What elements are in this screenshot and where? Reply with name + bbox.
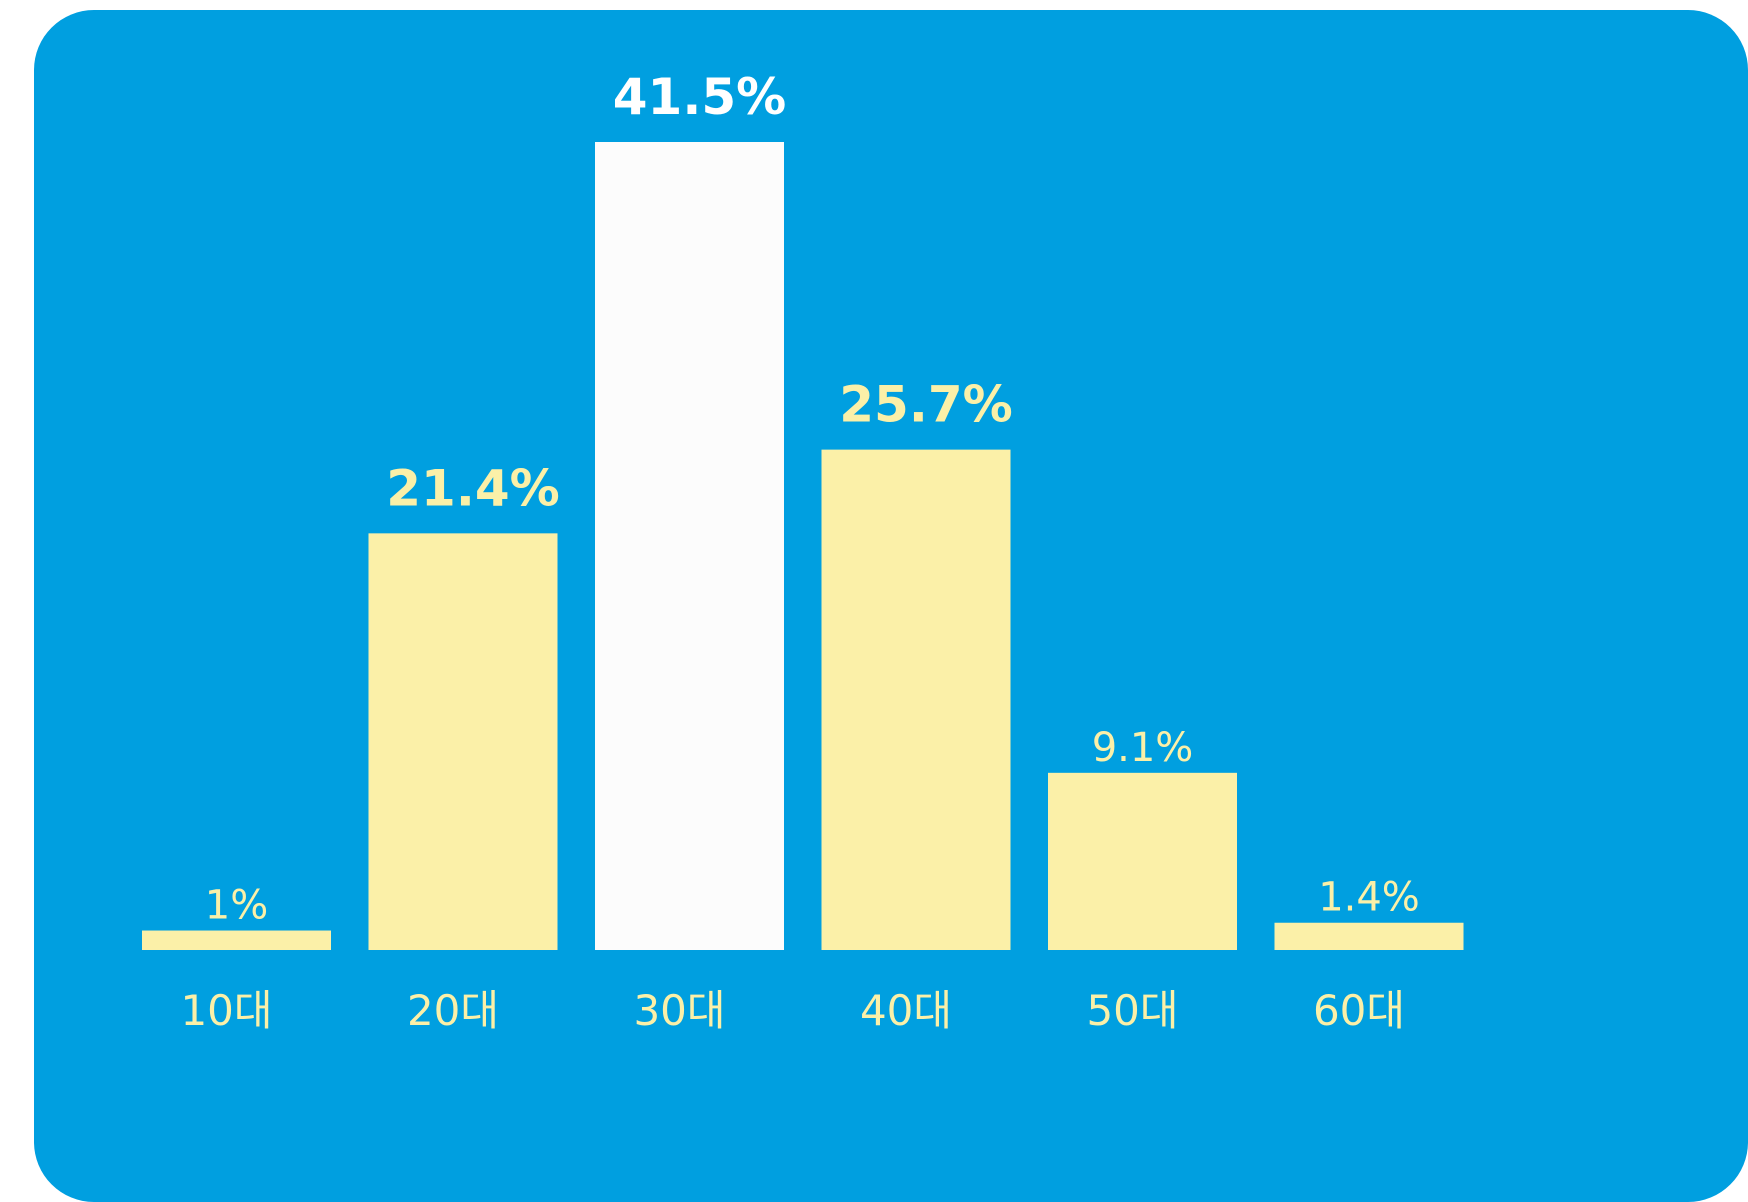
tick-label-5: 60대	[1313, 986, 1405, 1035]
tick-label-1: 20대	[407, 986, 499, 1035]
bar-0	[142, 930, 331, 950]
bar-3	[821, 449, 1011, 950]
bars-group	[142, 142, 1464, 950]
value-label-3: 25.7%	[839, 376, 1012, 434]
bar-chart: 1% 21.4% 41.5% 25.7% 9.1% 1.4% 10대 20대 30대 40대 50…	[34, 10, 1748, 1202]
value-label-4: 9.1%	[1092, 725, 1194, 771]
chart-card: 1% 21.4% 41.5% 25.7% 9.1% 1.4% 10대 20대 30대 40대 50…	[34, 10, 1748, 1202]
value-label-2: 41.5%	[613, 68, 786, 126]
tick-label-2: 30대	[633, 986, 725, 1035]
bar-1	[368, 533, 558, 950]
value-labels-group: 1% 21.4% 41.5% 25.7% 9.1% 1.4%	[205, 68, 1420, 929]
value-label-5: 1.4%	[1318, 875, 1420, 921]
bar-4	[1048, 772, 1237, 950]
value-label-0: 1%	[205, 883, 268, 929]
tick-label-0: 10대	[180, 986, 272, 1035]
bar-2	[595, 142, 784, 950]
tick-label-3: 40대	[860, 986, 952, 1035]
bar-5	[1274, 922, 1464, 950]
tick-labels-group: 10대 20대 30대 40대 50대 60대	[180, 986, 1405, 1035]
tick-label-4: 50대	[1086, 986, 1178, 1035]
value-label-1: 21.4%	[386, 459, 559, 517]
